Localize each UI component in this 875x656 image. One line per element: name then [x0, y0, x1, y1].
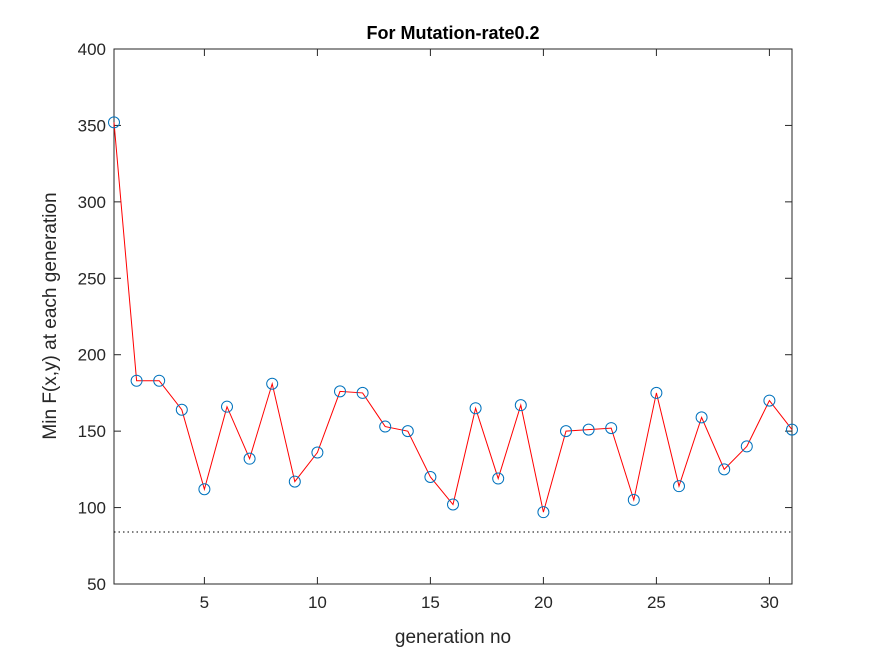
y-tick-label: 350 [78, 116, 106, 135]
data-point [311, 446, 324, 459]
data-point [153, 374, 166, 387]
data-point [108, 116, 120, 129]
x-tick-label: 10 [308, 593, 327, 612]
y-tick-label: 150 [78, 422, 106, 441]
data-point [243, 452, 256, 465]
data-point [266, 377, 279, 390]
data-point [718, 463, 731, 476]
data-point [379, 420, 392, 433]
data-point [560, 425, 572, 438]
data-point [537, 506, 550, 519]
data-point [763, 394, 776, 407]
data-point [514, 399, 527, 412]
y-tick-label: 400 [78, 40, 106, 59]
x-tick-label: 25 [647, 593, 666, 612]
data-point [605, 422, 618, 435]
data-point [356, 386, 369, 399]
y-tick-label: 300 [78, 193, 106, 212]
data-point [673, 480, 685, 493]
series-line [113, 122, 793, 513]
y-tick-label: 100 [78, 499, 106, 518]
data-point [492, 472, 505, 485]
data-point [424, 471, 437, 483]
x-tick-label: 20 [534, 593, 553, 612]
data-point [650, 386, 663, 399]
data-point [469, 402, 482, 415]
x-tick-label: 30 [760, 593, 779, 612]
y-tick-label: 250 [78, 269, 106, 288]
data-point [401, 425, 414, 438]
chart-title: For Mutation-rate0.2 [366, 23, 539, 43]
data-point [288, 475, 301, 488]
data-point [740, 440, 753, 453]
axes: 5 10 15 20 25 30 50 100 150 200 250 300 350 400 [78, 40, 793, 612]
data-point [447, 498, 459, 511]
x-axis-label: generation no [395, 627, 511, 648]
data-point [175, 403, 188, 416]
data-point [582, 423, 595, 436]
y-tick-label: 200 [78, 346, 106, 365]
plot-area [108, 116, 798, 519]
data-point [695, 411, 708, 424]
x-tick-label: 5 [200, 593, 209, 612]
x-tick-label: 15 [421, 593, 440, 612]
y-axis-label: Min F(x,y) at each generation [40, 192, 61, 439]
axes-box [113, 48, 793, 585]
data-point [627, 493, 640, 506]
data-point [130, 374, 143, 387]
y-tick-label: 50 [87, 575, 106, 594]
data-point [221, 400, 233, 413]
data-point [786, 423, 798, 436]
data-point [198, 483, 211, 496]
data-point [334, 385, 346, 398]
